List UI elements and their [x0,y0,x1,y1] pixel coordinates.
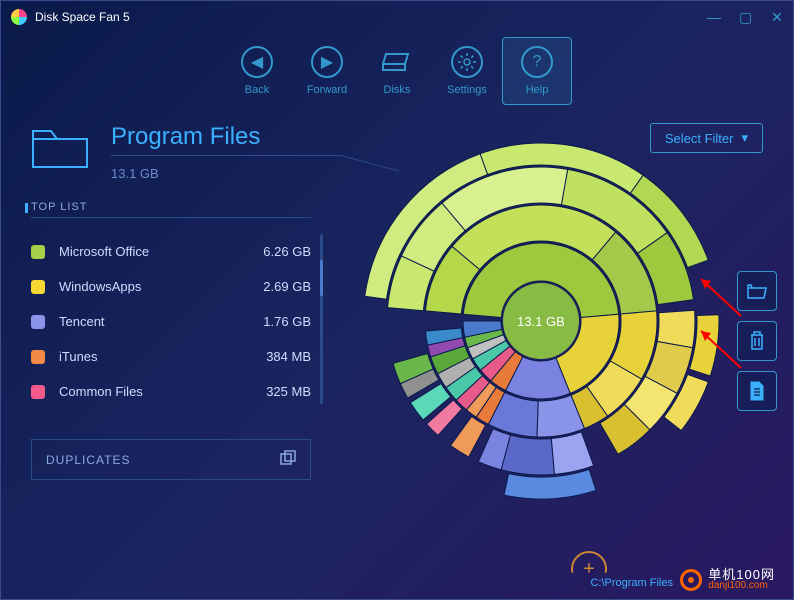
color-swatch [31,385,45,399]
toolbar: ◀ Back ▶ Forward Disks Settings ? Help [1,37,793,105]
back-icon: ◀ [241,46,273,78]
maximize-button[interactable]: ▢ [739,9,751,26]
help-label: Help [526,84,549,96]
watermark: 单机100网danji100.com [680,568,775,591]
item-name: WindowsApps [59,279,263,294]
chevron-down-icon: ▾ [741,130,748,146]
list-item[interactable]: Microsoft Office 6.26 GB [31,234,311,269]
item-size: 1.76 GB [263,314,311,329]
list-item[interactable]: Common Files 325 MB [31,374,311,409]
item-size: 384 MB [266,349,311,364]
left-panel: TOP LIST Microsoft Office 6.26 GB Window… [31,201,311,480]
list-item[interactable]: iTunes 384 MB [31,339,311,374]
item-name: Common Files [59,384,266,399]
watermark-logo [680,569,702,591]
settings-button[interactable]: Settings [432,37,502,105]
page-title: Program Files [111,123,341,156]
delete-button[interactable] [737,321,777,361]
disks-icon [381,46,413,78]
duplicates-label: DUPLICATES [46,453,130,467]
open-folder-button[interactable] [737,271,777,311]
item-name: Tencent [59,314,263,329]
item-size: 325 MB [266,384,311,399]
file-button[interactable] [737,371,777,411]
forward-button[interactable]: ▶ Forward [292,37,362,105]
item-size: 2.69 GB [263,279,311,294]
disks-label: Disks [384,84,411,96]
breadcrumb: C:\Program Files [590,577,673,589]
top-list-header: TOP LIST [31,201,311,218]
list-item[interactable]: WindowsApps 2.69 GB [31,269,311,304]
top-list: Microsoft Office 6.26 GB WindowsApps 2.6… [31,234,311,409]
help-icon: ? [521,46,553,78]
color-swatch [31,315,45,329]
disks-button[interactable]: Disks [362,37,432,105]
close-button[interactable]: ✕ [771,9,783,26]
chart-center-label: 13.1 GB [503,283,579,359]
list-item[interactable]: Tencent 1.76 GB [31,304,311,339]
duplicates-icon [280,450,296,469]
item-name: iTunes [59,349,266,364]
list-scrollbar[interactable] [320,234,323,404]
minimize-button[interactable]: — [707,9,719,26]
titlebar: Disk Space Fan 5 — ▢ ✕ [1,1,793,33]
duplicates-button[interactable]: DUPLICATES [31,439,311,480]
settings-label: Settings [447,84,487,96]
app-title: Disk Space Fan 5 [35,10,130,24]
color-swatch [31,280,45,294]
settings-icon [451,46,483,78]
side-actions [737,271,777,411]
color-swatch [31,350,45,364]
folder-icon [31,123,91,171]
color-swatch [31,245,45,259]
forward-icon: ▶ [311,46,343,78]
back-button[interactable]: ◀ Back [222,37,292,105]
item-size: 6.26 GB [263,244,311,259]
app-logo [11,9,27,25]
help-button[interactable]: ? Help [502,37,572,105]
item-name: Microsoft Office [59,244,263,259]
back-label: Back [245,84,269,96]
forward-label: Forward [307,84,347,96]
sunburst-chart[interactable]: 13.1 GB [361,141,721,501]
